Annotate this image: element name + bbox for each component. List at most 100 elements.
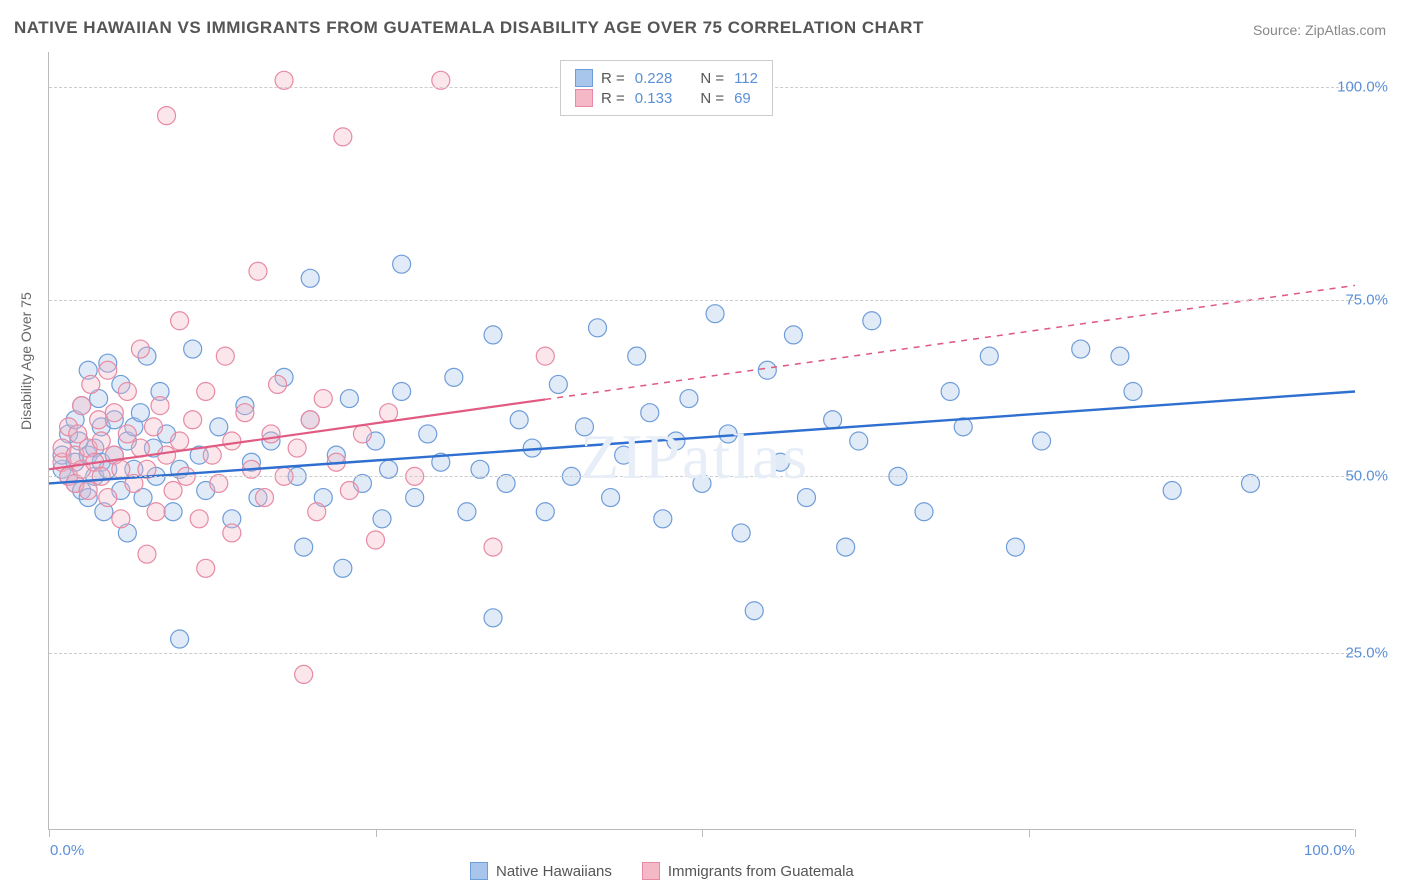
- legend-series: Native Hawaiians Immigrants from Guatemal…: [470, 862, 854, 880]
- data-point: [210, 418, 228, 436]
- data-point: [484, 609, 502, 627]
- data-point: [915, 503, 933, 521]
- chart-container: NATIVE HAWAIIAN VS IMMIGRANTS FROM GUATE…: [0, 0, 1406, 892]
- data-point: [536, 503, 554, 521]
- data-point: [295, 665, 313, 683]
- data-point: [301, 411, 319, 429]
- data-point: [706, 305, 724, 323]
- data-point: [340, 390, 358, 408]
- data-point: [1163, 482, 1181, 500]
- data-point: [171, 630, 189, 648]
- data-point: [758, 361, 776, 379]
- data-point: [445, 368, 463, 386]
- data-point: [164, 503, 182, 521]
- data-point: [536, 347, 554, 365]
- legend-row: R =0.133N =69: [575, 89, 758, 107]
- data-point: [314, 390, 332, 408]
- data-point: [1033, 432, 1051, 450]
- data-point: [308, 503, 326, 521]
- data-point: [1072, 340, 1090, 358]
- data-point: [1124, 382, 1142, 400]
- legend-series-item: Native Hawaiians: [470, 862, 612, 880]
- data-point: [1006, 538, 1024, 556]
- legend-series-label: Native Hawaiians: [496, 863, 612, 880]
- legend-r-value: 0.228: [635, 70, 673, 87]
- data-point: [144, 418, 162, 436]
- data-point: [797, 489, 815, 507]
- data-point: [92, 432, 110, 450]
- legend-series-label: Immigrants from Guatemala: [668, 863, 854, 880]
- data-point: [131, 404, 149, 422]
- data-point: [732, 524, 750, 542]
- data-point: [147, 503, 165, 521]
- data-point: [118, 382, 136, 400]
- data-point: [680, 390, 698, 408]
- y-tick-label: 25.0%: [1345, 645, 1388, 662]
- data-point: [380, 404, 398, 422]
- data-point: [654, 510, 672, 528]
- y-tick-label: 50.0%: [1345, 468, 1388, 485]
- data-point: [406, 489, 424, 507]
- data-point: [615, 446, 633, 464]
- data-point: [105, 404, 123, 422]
- data-point: [203, 446, 221, 464]
- legend-n-value: 69: [734, 90, 751, 107]
- data-point: [824, 411, 842, 429]
- data-point: [458, 503, 476, 521]
- data-point: [589, 319, 607, 337]
- data-point: [353, 425, 371, 443]
- legend-r-value: 0.133: [635, 90, 673, 107]
- data-point: [112, 510, 130, 528]
- legend-row: R = 0.228 N = 112: [575, 69, 758, 87]
- y-tick-label: 75.0%: [1345, 291, 1388, 308]
- legend-n-label: N =: [700, 70, 724, 87]
- data-point: [171, 312, 189, 330]
- data-point: [197, 559, 215, 577]
- x-tick-label: 0.0%: [50, 842, 84, 859]
- legend-series-item: Immigrants from Guatemala: [642, 862, 854, 880]
- legend-r-label: R =: [601, 70, 625, 87]
- data-point: [223, 432, 241, 450]
- data-point: [197, 382, 215, 400]
- data-point: [82, 375, 100, 393]
- data-point: [255, 489, 273, 507]
- legend-swatch: [575, 69, 593, 87]
- data-point: [269, 375, 287, 393]
- data-point: [484, 326, 502, 344]
- data-point: [510, 411, 528, 429]
- data-point: [980, 347, 998, 365]
- legend-swatch: [642, 862, 660, 880]
- data-point: [393, 255, 411, 273]
- data-point: [138, 545, 156, 563]
- data-point: [216, 347, 234, 365]
- source-attribution: Source: ZipAtlas.com: [1253, 22, 1386, 38]
- legend-n-value: 112: [734, 70, 758, 87]
- data-point: [164, 482, 182, 500]
- data-point: [667, 432, 685, 450]
- data-point: [99, 361, 117, 379]
- scatter-svg: [49, 52, 1354, 829]
- data-point: [334, 559, 352, 577]
- data-point: [549, 375, 567, 393]
- legend-n-label: N =: [700, 90, 724, 107]
- data-point: [223, 524, 241, 542]
- data-point: [118, 425, 136, 443]
- legend-correlation: R = 0.228 N = 112R = 0.133 N = 69: [560, 60, 773, 116]
- data-point: [190, 510, 208, 528]
- data-point: [628, 347, 646, 365]
- data-point: [719, 425, 737, 443]
- data-point: [941, 382, 959, 400]
- data-point: [641, 404, 659, 422]
- data-point: [484, 538, 502, 556]
- data-point: [158, 107, 176, 125]
- data-point: [602, 489, 620, 507]
- data-point: [575, 418, 593, 436]
- data-point: [393, 382, 411, 400]
- data-point: [373, 510, 391, 528]
- data-point: [771, 453, 789, 471]
- data-point: [850, 432, 868, 450]
- y-tick-label: 100.0%: [1337, 79, 1388, 96]
- data-point: [79, 482, 97, 500]
- data-point: [419, 425, 437, 443]
- plot-area: [48, 52, 1354, 830]
